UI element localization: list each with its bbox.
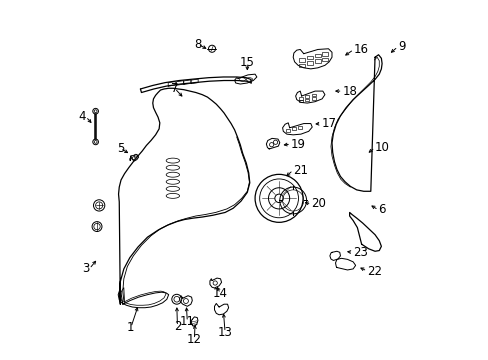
Text: 23: 23 xyxy=(352,246,367,259)
Bar xyxy=(291,127,296,130)
Bar xyxy=(322,52,327,56)
Text: 19: 19 xyxy=(290,138,305,150)
Text: 9: 9 xyxy=(397,40,405,53)
Bar xyxy=(311,94,315,96)
Text: 20: 20 xyxy=(311,198,325,211)
Text: 21: 21 xyxy=(293,164,307,177)
Text: 22: 22 xyxy=(366,265,382,278)
Text: 4: 4 xyxy=(78,110,85,123)
Bar xyxy=(305,99,309,101)
Text: 10: 10 xyxy=(374,141,389,154)
Text: 8: 8 xyxy=(194,38,201,51)
Text: 1: 1 xyxy=(127,321,134,334)
Text: 17: 17 xyxy=(321,117,336,130)
Bar xyxy=(311,97,315,100)
Text: 3: 3 xyxy=(81,262,89,275)
Text: 13: 13 xyxy=(217,326,232,339)
Bar xyxy=(314,59,320,63)
Text: 7: 7 xyxy=(170,82,178,95)
Text: 5: 5 xyxy=(117,142,124,155)
Text: 18: 18 xyxy=(342,85,357,98)
Bar xyxy=(298,126,302,129)
Bar xyxy=(305,95,309,98)
Bar xyxy=(299,64,304,67)
Bar xyxy=(306,56,312,59)
Bar xyxy=(299,100,303,102)
Text: 6: 6 xyxy=(378,203,385,216)
Text: 2: 2 xyxy=(173,320,181,333)
Text: 16: 16 xyxy=(353,43,368,56)
Text: 15: 15 xyxy=(240,57,254,69)
Bar xyxy=(322,58,327,61)
Text: 14: 14 xyxy=(213,287,227,300)
Bar xyxy=(306,61,312,65)
Circle shape xyxy=(171,294,182,304)
Bar xyxy=(299,97,303,100)
Bar xyxy=(314,54,320,57)
Circle shape xyxy=(92,222,102,231)
Bar xyxy=(285,129,290,132)
Bar xyxy=(299,58,304,62)
Text: 12: 12 xyxy=(186,333,202,346)
Text: 11: 11 xyxy=(180,315,194,328)
Circle shape xyxy=(93,200,104,211)
